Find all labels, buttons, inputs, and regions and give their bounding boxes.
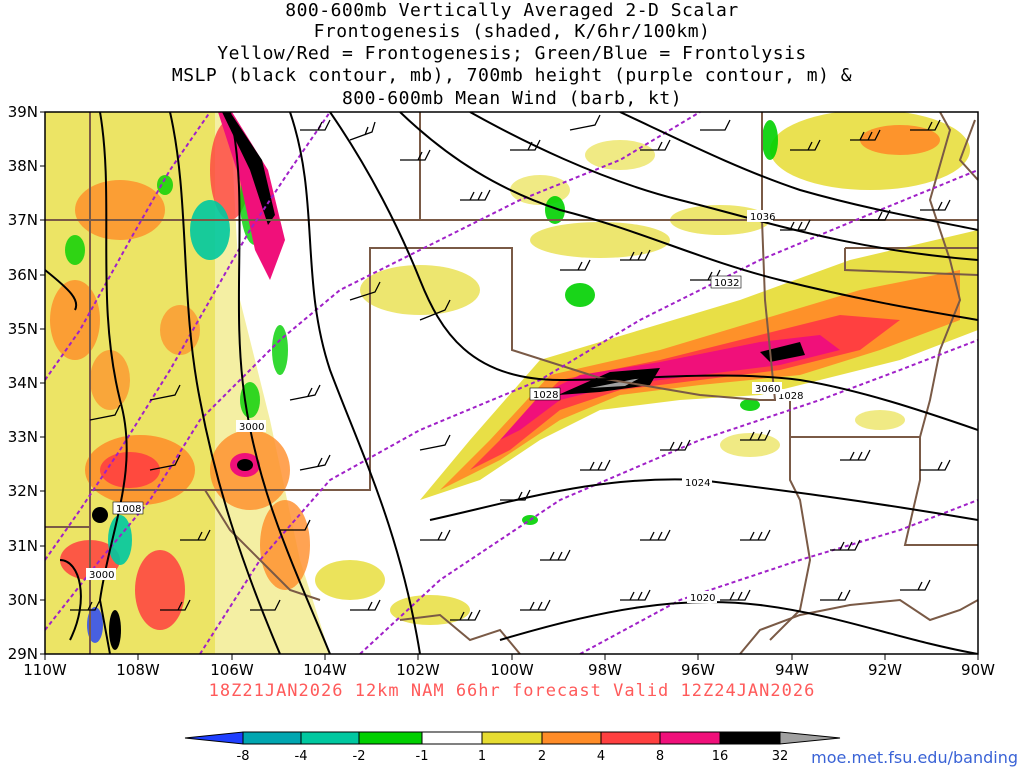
lat-label-34n: 34N <box>8 374 38 392</box>
mslp-label-1036: 1036 <box>750 212 775 223</box>
lon-label-108w: 108W <box>116 661 160 679</box>
mslp-label-1032: 1032 <box>714 278 739 289</box>
colorbar-tick-1: -4 <box>295 749 308 764</box>
state-borders <box>45 112 978 654</box>
colorbar-seg-4 <box>421 731 483 745</box>
title-line-1: 800-600mb Vertically Averaged 2-D Scalar <box>285 0 739 21</box>
colorbar-seg-3 <box>358 731 423 745</box>
colorbar-seg-9 <box>719 731 781 745</box>
colorbar-tick-8: 16 <box>712 749 729 764</box>
lon-label-94w: 94W <box>775 661 809 679</box>
colorbar-tick-2: -2 <box>353 749 366 764</box>
lon-label-100w: 100W <box>490 661 534 679</box>
lon-label-96w: 96W <box>681 661 715 679</box>
colorbar-seg-2 <box>300 731 360 745</box>
lat-label-37n: 37N <box>8 211 38 229</box>
colorbar-seg-8 <box>659 731 721 745</box>
mslp-contours <box>45 112 978 654</box>
lon-label-106w: 106W <box>210 661 254 679</box>
colorbar-tick-5: 2 <box>538 749 546 764</box>
lat-label-38n: 38N <box>8 157 38 175</box>
mslp-label-1008: 1008 <box>116 504 141 515</box>
colorbar-seg-7 <box>600 731 661 745</box>
colorbar-tick-3: -1 <box>416 749 429 764</box>
lon-label-110w: 110W <box>23 661 67 679</box>
lat-label-30n: 30N <box>8 591 38 609</box>
lon-label-104w: 104W <box>303 661 347 679</box>
title-line-4: MSLP (black contour, mb), 700mb height (… <box>171 65 853 86</box>
lat-label-32n: 32N <box>8 482 38 500</box>
colorbar-tick-6: 4 <box>597 749 605 764</box>
wind-barbs <box>70 114 951 621</box>
lat-axis: 39N 38N 37N 36N 35N 34N 33N 32N 31N 30N … <box>8 103 45 663</box>
colorbar-seg-5 <box>481 731 543 745</box>
lat-label-29n: 29N <box>8 645 38 663</box>
lat-label-36n: 36N <box>8 266 38 284</box>
title-line-5: 800-600mb Mean Wind (barb, kt) <box>341 88 683 109</box>
credit-link[interactable]: moe.met.fsu.edu/banding <box>811 748 1018 767</box>
contour-labels: 1036 1032 1028 1028 1024 1020 1008 3000 … <box>86 210 804 604</box>
lat-label-31n: 31N <box>8 537 38 555</box>
lon-label-92w: 92W <box>868 661 902 679</box>
title-line-2: Frontogenesis (shaded, K/6hr/100km) <box>313 21 711 42</box>
lon-axis: 110W 108W 106W 104W 102W 100W 98W 96W 94… <box>23 654 995 679</box>
mslp-label-1028-east: 1028 <box>778 391 803 402</box>
title-line-3: Yellow/Red = Frontogenesis; Green/Blue =… <box>217 43 807 64</box>
height-label-3000-south: 3000 <box>89 570 114 581</box>
height-label-3000-north: 3000 <box>239 422 264 433</box>
lon-label-90w: 90W <box>961 661 995 679</box>
mslp-label-1020: 1020 <box>690 593 715 604</box>
lat-label-39n: 39N <box>8 103 38 121</box>
colorbar-tick-7: 8 <box>656 749 664 764</box>
colorbar-tick-4: 1 <box>478 749 486 764</box>
colorbar <box>184 731 841 745</box>
colorbar-ticks: -8 -4 -2 -1 1 2 4 8 16 32 <box>237 749 789 764</box>
colorbar-seg-1 <box>242 731 302 745</box>
lon-label-98w: 98W <box>588 661 622 679</box>
colorbar-tick-0: -8 <box>237 749 250 764</box>
colorbar-seg-6 <box>541 731 602 745</box>
forecast-valid-label: 18Z21JAN2026 12km NAM 66hr forecast Vali… <box>208 681 816 701</box>
colorbar-tick-9: 32 <box>772 749 789 764</box>
lon-label-102w: 102W <box>396 661 440 679</box>
height-label-3060: 3060 <box>755 384 780 395</box>
lat-label-35n: 35N <box>8 320 38 338</box>
frontogenesis-band <box>315 112 978 625</box>
lat-label-33n: 33N <box>8 428 38 446</box>
mslp-label-1024: 1024 <box>685 478 710 489</box>
map-area: 1036 1032 1028 1028 1024 1020 1008 3000 … <box>45 112 978 654</box>
colorbar-seg-10 <box>779 731 841 745</box>
colorbar-seg-0 <box>184 731 244 745</box>
mslp-label-1028-west: 1028 <box>533 390 558 401</box>
